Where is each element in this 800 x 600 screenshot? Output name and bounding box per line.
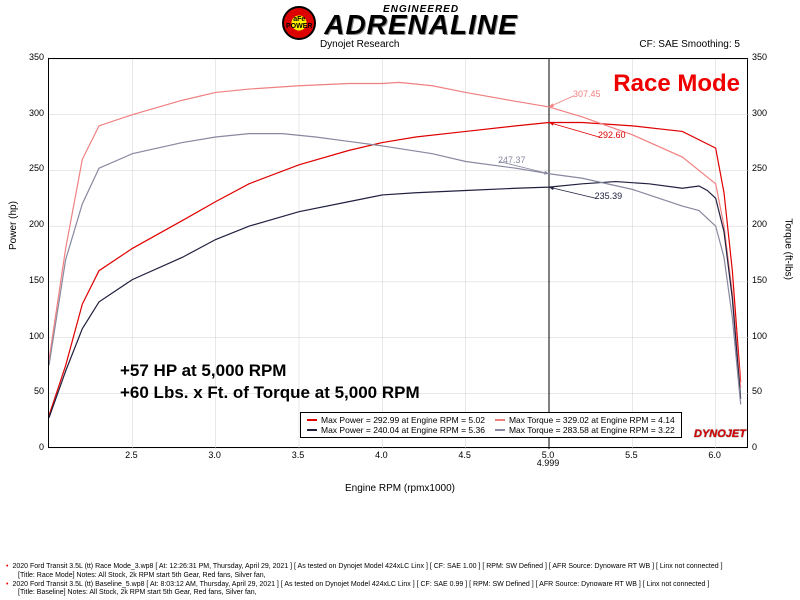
title-stack: ENGINEERED ADRENALINE — [324, 4, 518, 41]
xtick: 4.5 — [458, 450, 471, 460]
footer-line-1: •2020 Ford Transit 3.5L (tt) Race Mode_3… — [6, 563, 794, 572]
footer-line-2b: [Title: Baseline] Notes: All Stock, 2k R… — [18, 589, 794, 598]
xtick: 5.5 — [625, 450, 638, 460]
ytick-left: 350 — [16, 52, 44, 62]
legend-box: Max Power = 292.99 at Engine RPM = 5.02M… — [300, 412, 682, 438]
ytick-left: 100 — [16, 331, 44, 341]
ytick-right: 300 — [752, 108, 767, 118]
annotation: 292.60 — [598, 130, 626, 140]
legend-text: Max Torque = 329.02 at Engine RPM = 4.14 — [509, 415, 675, 425]
logo-row: aFe POWER ENGINEERED ADRENALINE — [0, 4, 800, 41]
ytick-left: 250 — [16, 163, 44, 173]
legend-item: Max Torque = 283.58 at Engine RPM = 3.22 — [495, 425, 675, 435]
legend-text: Max Power = 292.99 at Engine RPM = 5.02 — [321, 415, 485, 425]
gain-tq: +60 Lbs. x Ft. of Torque at 5,000 RPM — [120, 382, 420, 404]
afe-badge-icon: aFe POWER — [282, 6, 316, 40]
footer-line-1b: [Title: Race Mode] Notes: All Stock, 2k … — [18, 572, 794, 581]
footer: •2020 Ford Transit 3.5L (tt) Race Mode_3… — [6, 563, 794, 598]
annotation: 307.45 — [573, 89, 601, 99]
ytick-left: 0 — [16, 442, 44, 452]
subtitle-right: CF: SAE Smoothing: 5 — [639, 39, 740, 50]
legend-swatch — [307, 419, 317, 421]
gain-hp: +57 HP at 5,000 RPM — [120, 360, 420, 382]
annotation: 235.39 — [595, 191, 623, 201]
ytick-right: 250 — [752, 163, 767, 173]
annotation: 247.37 — [498, 155, 526, 165]
legend-item: Max Torque = 329.02 at Engine RPM = 4.14 — [495, 415, 675, 425]
x-axis-label: Engine RPM (rpmx1000) — [0, 483, 800, 494]
xtick: 6.0 — [708, 450, 721, 460]
xtick: 2.5 — [125, 450, 138, 460]
legend-item: Max Power = 240.04 at Engine RPM = 5.36 — [307, 425, 485, 435]
legend-text: Max Torque = 283.58 at Engine RPM = 3.22 — [509, 425, 675, 435]
footer-line-2: •2020 Ford Transit 3.5L (tt) Baseline_5.… — [6, 581, 794, 590]
ytick-right: 200 — [752, 219, 767, 229]
ytick-right: 350 — [752, 52, 767, 62]
xtick: 3.0 — [208, 450, 221, 460]
xtick: 3.5 — [292, 450, 305, 460]
dynojet-logo: DYNOJET — [694, 428, 746, 440]
legend-text: Max Power = 240.04 at Engine RPM = 5.36 — [321, 425, 485, 435]
subtitle-center: Dynojet Research — [80, 39, 639, 50]
ytick-right: 50 — [752, 386, 762, 396]
legend-swatch — [495, 429, 505, 431]
vline-label: 4.999 — [537, 458, 560, 468]
ytick-left: 300 — [16, 108, 44, 118]
ytick-left: 200 — [16, 219, 44, 229]
race-mode-label: Race Mode — [613, 70, 740, 98]
ytick-right: 100 — [752, 331, 767, 341]
ytick-left: 50 — [16, 386, 44, 396]
gain-text: +57 HP at 5,000 RPM +60 Lbs. x Ft. of To… — [120, 360, 420, 404]
ytick-right: 150 — [752, 275, 767, 285]
legend-swatch — [307, 429, 317, 431]
ytick-left: 150 — [16, 275, 44, 285]
ytick-right: 0 — [752, 442, 757, 452]
legend-item: Max Power = 292.99 at Engine RPM = 5.02 — [307, 415, 485, 425]
y-axis-right-label: Torque (ft-lbs) — [783, 218, 794, 280]
subtitle-row: Dynojet Research CF: SAE Smoothing: 5 — [0, 39, 800, 50]
header: aFe POWER ENGINEERED ADRENALINE Dynojet … — [0, 0, 800, 50]
chart-area: Power (hp) Torque (ft-lbs) Engine RPM (r… — [0, 50, 800, 500]
xtick: 4.0 — [375, 450, 388, 460]
legend-swatch — [495, 419, 505, 421]
adrenaline-text: ADRENALINE — [324, 9, 518, 41]
